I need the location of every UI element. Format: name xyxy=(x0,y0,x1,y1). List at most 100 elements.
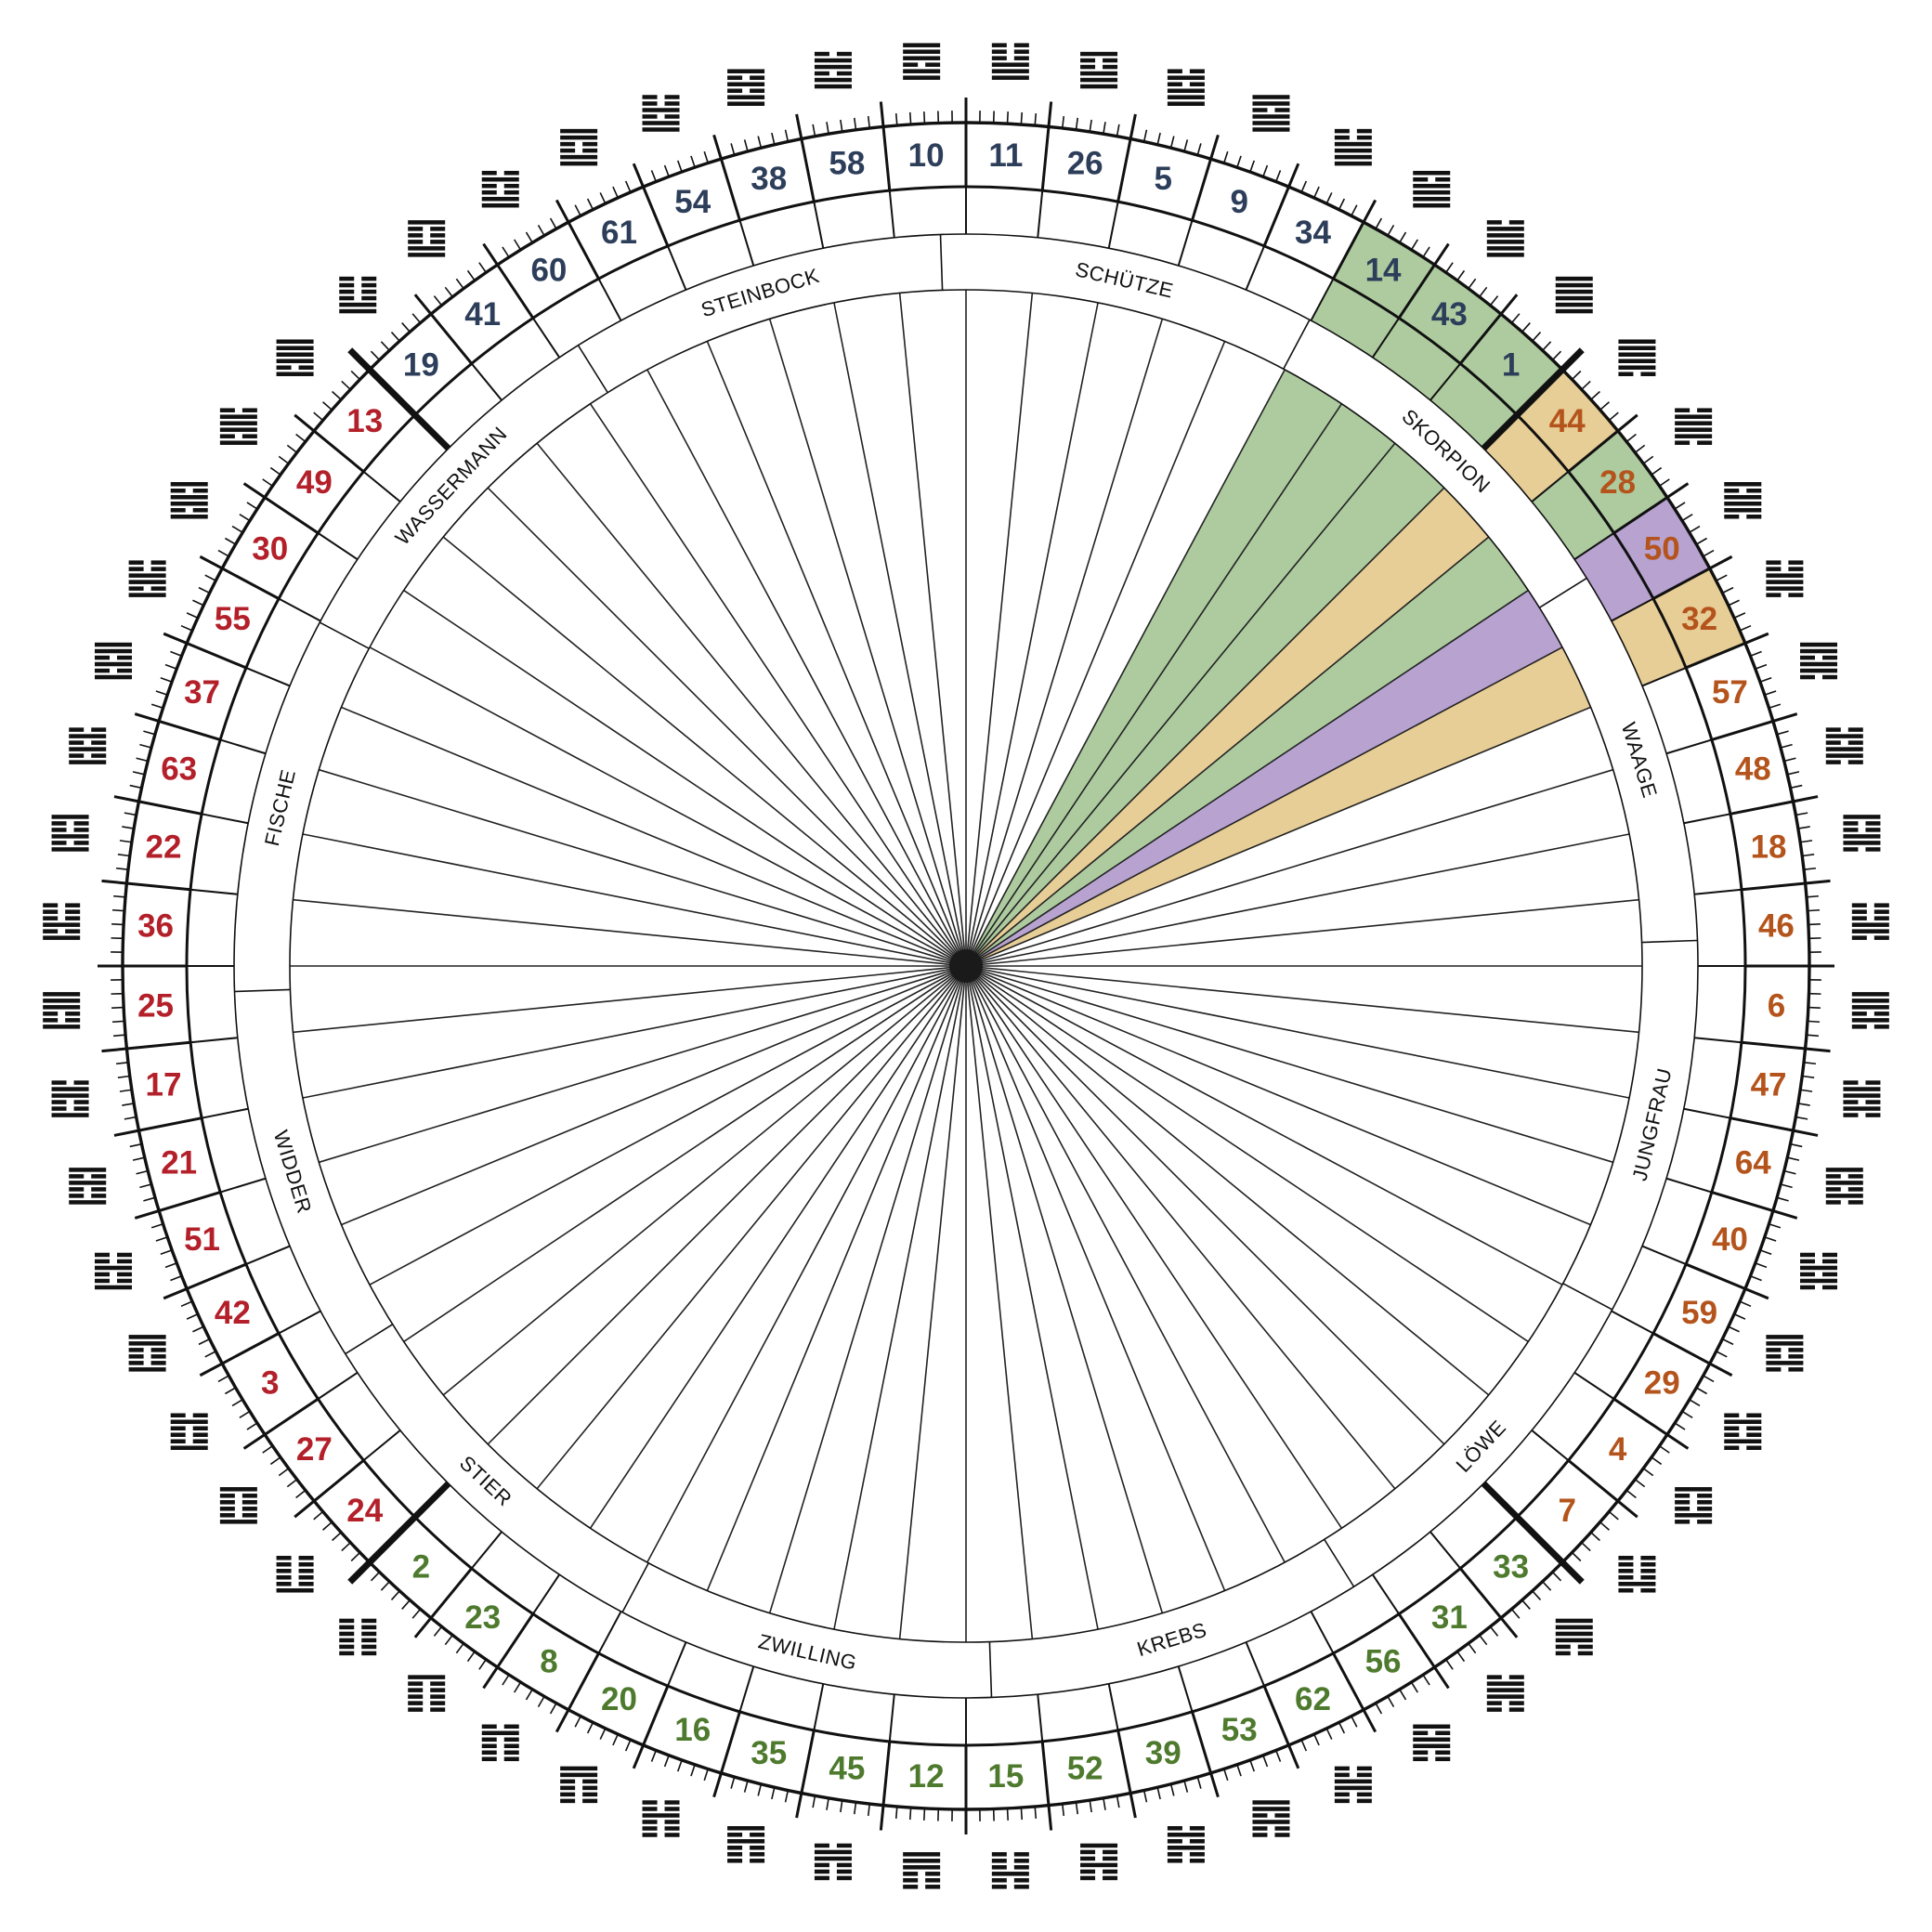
hexagram-line xyxy=(1486,1694,1524,1699)
spoke xyxy=(965,302,1099,967)
line-tick xyxy=(1262,1755,1269,1768)
line-tick xyxy=(170,650,182,658)
hexagram-line xyxy=(69,760,107,764)
line-tick xyxy=(111,908,124,912)
gate-number: 33 xyxy=(1493,1549,1529,1586)
hexagram-line xyxy=(1486,1681,1524,1686)
hexagram-line xyxy=(1675,440,1690,445)
gate-divider xyxy=(1310,1611,1335,1654)
hexagram-line xyxy=(1724,1426,1740,1431)
hexagram-line xyxy=(94,1252,110,1258)
hexagram-line xyxy=(836,51,852,57)
hexagram-line xyxy=(339,276,355,281)
gate-divider xyxy=(219,1177,267,1194)
line-tick xyxy=(1769,1222,1782,1229)
gate-divider xyxy=(813,1683,825,1731)
hexagram-line xyxy=(481,1737,497,1743)
hexagram-line xyxy=(560,141,576,147)
hexagram-line xyxy=(51,815,89,819)
line-tick xyxy=(1387,224,1395,237)
line-tick xyxy=(771,132,776,145)
gate-number: 16 xyxy=(674,1712,711,1748)
line-tick xyxy=(1222,1769,1229,1782)
line-tick xyxy=(1075,1802,1079,1815)
hexagram-line xyxy=(1334,128,1350,134)
hexagram-line xyxy=(1800,1259,1816,1264)
hexagram xyxy=(1334,128,1372,166)
gate-divider xyxy=(1694,888,1743,895)
hexagram-line xyxy=(642,101,658,106)
line-tick xyxy=(1479,1634,1488,1646)
gate-divider xyxy=(567,1652,600,1711)
line-tick xyxy=(444,1634,453,1646)
hexagram-line xyxy=(1618,372,1634,376)
spoke-slice xyxy=(966,369,1342,967)
hexagram-line xyxy=(1167,101,1205,106)
gate-divider xyxy=(1730,1116,1794,1132)
line-tick xyxy=(433,295,443,307)
spoke xyxy=(965,965,1343,1529)
gate-number: 38 xyxy=(751,161,787,197)
line-tick xyxy=(1222,150,1229,163)
line-tick xyxy=(1728,1325,1740,1333)
hexagram xyxy=(51,1080,89,1117)
hexagram-line xyxy=(1013,1878,1029,1883)
hexagram-line xyxy=(43,916,59,920)
hexagram-line xyxy=(727,95,765,99)
line-tick xyxy=(1468,1642,1477,1654)
line-tick xyxy=(1759,676,1772,683)
hexagram-line xyxy=(727,1846,743,1850)
hexagram xyxy=(94,1252,132,1290)
line-tick xyxy=(730,1776,736,1789)
line-tick xyxy=(502,1674,510,1686)
line-tick xyxy=(1659,478,1670,487)
hexagram-line xyxy=(727,82,765,86)
gate-tick xyxy=(1772,712,1798,723)
hexagram-line xyxy=(276,339,314,344)
gate-divider xyxy=(1741,881,1806,892)
gate-divider xyxy=(264,496,320,535)
line-tick xyxy=(269,1456,281,1466)
hexagram-line xyxy=(276,346,314,350)
hexagram-line xyxy=(1080,64,1096,70)
line-tick xyxy=(1783,1169,1796,1175)
hexagram-line xyxy=(94,661,132,667)
line-tick xyxy=(690,1764,696,1777)
gate-tick xyxy=(101,879,127,885)
line-tick xyxy=(586,198,594,210)
hexagram-line xyxy=(814,58,852,63)
hexagram-line xyxy=(903,49,941,54)
hexagram-line xyxy=(727,1826,765,1831)
hexagram-line xyxy=(94,1265,132,1271)
hexagram-line xyxy=(1189,82,1205,86)
line-tick xyxy=(784,1790,790,1803)
hexagram-line xyxy=(903,43,941,47)
hexagram-line xyxy=(1873,1025,1889,1029)
gate-divider xyxy=(1567,429,1619,473)
hexagram-line xyxy=(361,295,377,301)
hexagram-line xyxy=(128,580,166,584)
hexagram-line xyxy=(1822,1259,1838,1264)
hexagram xyxy=(642,95,680,132)
gate-number: 42 xyxy=(215,1295,251,1331)
hexagram-line xyxy=(560,154,598,160)
spoke xyxy=(293,965,967,1034)
hexagram-line xyxy=(1825,747,1863,751)
gate-tick xyxy=(113,795,139,803)
hexagram-line xyxy=(1080,77,1118,83)
gate-number: 34 xyxy=(1295,215,1331,251)
spoke xyxy=(965,589,1529,967)
line-tick xyxy=(186,1313,199,1320)
gate-divider xyxy=(1371,317,1400,359)
gate-tick xyxy=(113,1129,139,1137)
hexagram-line xyxy=(219,414,257,419)
gate-tick xyxy=(1287,1744,1300,1769)
gate-divider xyxy=(1397,264,1436,320)
spoke xyxy=(965,965,1164,1613)
line-tick xyxy=(703,1769,710,1782)
gate-number: 29 xyxy=(1644,1365,1680,1402)
spoke xyxy=(536,965,967,1490)
hexagram-line xyxy=(1013,1885,1029,1889)
hexagram-line xyxy=(903,56,941,60)
hexagram xyxy=(1334,1766,1372,1804)
